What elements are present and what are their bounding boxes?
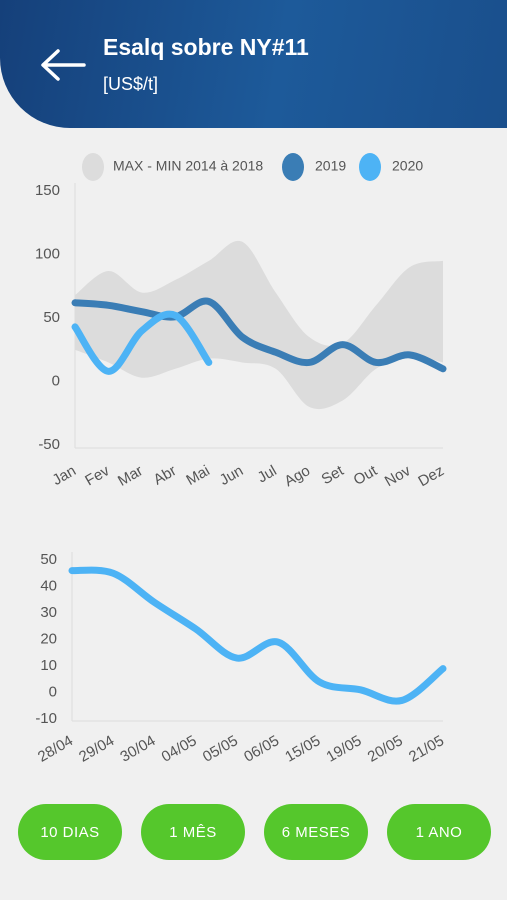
legend-marker [282, 153, 304, 181]
range-area [75, 240, 443, 410]
x-tick-label: Fev [82, 462, 113, 489]
x-tick-label: Jan [50, 462, 79, 489]
line [71, 297, 447, 373]
x-tick-label: 28/04 [35, 732, 76, 765]
range-button[interactable]: 6 MESES [264, 804, 368, 860]
legend-marker [82, 153, 104, 181]
x-tick-label: Mai [183, 462, 212, 489]
x-tick-label: 05/05 [200, 732, 241, 765]
y-tick-label: 50 [43, 309, 60, 326]
x-tick-label: Jun [217, 462, 246, 489]
y-tick-label: 0 [52, 372, 60, 389]
range-button[interactable]: 1 ANO [387, 804, 491, 860]
legend-marker [359, 153, 381, 181]
x-tick-label: Abr [151, 462, 180, 488]
y-tick-label: 150 [35, 182, 60, 199]
y-tick-label: -50 [38, 436, 60, 453]
y-tick-label: 0 [49, 683, 57, 700]
x-tick-label: Nov [382, 462, 414, 490]
y-tick-label: 100 [35, 245, 60, 262]
y-tick-label: 40 [40, 577, 57, 594]
x-tick-label: Set [319, 462, 348, 488]
line [71, 310, 213, 375]
x-tick-label: 15/05 [282, 732, 323, 765]
legend-label: 2020 [392, 158, 423, 174]
x-tick-label: 29/04 [76, 732, 117, 765]
x-tick-label: Out [351, 462, 381, 489]
x-tick-label: 04/05 [159, 732, 200, 765]
range-button[interactable]: 1 MÊS [141, 804, 245, 860]
subtitle: [US$/t] [103, 74, 159, 94]
x-tick-label: Ago [282, 462, 314, 490]
x-tick-label: 21/05 [406, 732, 447, 765]
range-button[interactable]: 10 DIAS [18, 804, 122, 860]
x-tick-label: Jul [255, 462, 280, 486]
title: Esalq sobre NY#11 [103, 34, 309, 60]
x-tick-label: Mar [115, 462, 146, 490]
header: Esalq sobre NY#11 [US$/t] [0, 0, 507, 128]
y-tick-label: 30 [40, 604, 57, 621]
y-tick-label: 10 [40, 657, 57, 674]
legend-label: 2019 [315, 158, 346, 174]
x-tick-label: 30/04 [117, 732, 158, 765]
line [68, 566, 447, 705]
x-tick-label: 06/05 [241, 732, 282, 765]
x-tick-label: Dez [415, 462, 447, 490]
legend-label: MAX - MIN 2014 à 2018 [113, 158, 263, 174]
y-tick-label: -10 [35, 710, 57, 727]
x-tick-label: 20/05 [365, 732, 406, 765]
x-tick-label: 19/05 [324, 732, 365, 765]
back-button[interactable] [38, 46, 98, 86]
y-tick-label: 20 [40, 630, 57, 647]
y-tick-label: 50 [40, 551, 57, 568]
